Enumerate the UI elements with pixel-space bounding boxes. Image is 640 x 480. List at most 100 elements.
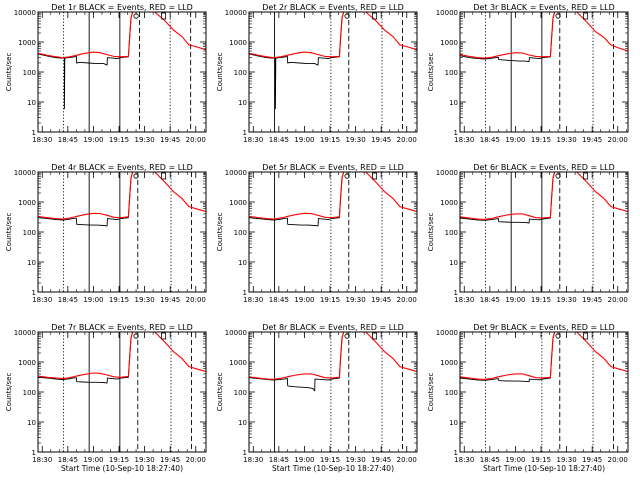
y-tick-label: 1: [454, 289, 458, 297]
chart-title: Det 9r BLACK = Events, RED = LLD: [473, 323, 615, 332]
series-events-line: [38, 332, 136, 384]
x-tick-label: 19:30: [346, 296, 366, 304]
x-tick-label: 18:30: [32, 456, 52, 464]
plot-area: [460, 332, 628, 452]
plot-frame: [459, 11, 629, 133]
x-tick-label: 19:00: [505, 296, 525, 304]
x-tick-label: 19:00: [505, 136, 525, 144]
x-tick-label: 20:00: [186, 296, 206, 304]
x-tick-label: 19:15: [109, 456, 129, 464]
y-axis-label: Counts/sec: [5, 373, 13, 412]
plot-frame: [37, 11, 207, 133]
x-tick-label: 19:45: [582, 456, 602, 464]
y-tick-label: 10000: [14, 169, 36, 177]
x-tick-label: 18:30: [454, 456, 474, 464]
spike-marker: [133, 333, 139, 339]
y-tick-label: 10000: [225, 329, 247, 337]
x-tick-label: 20:00: [608, 456, 628, 464]
x-axis-label: Start Time (10-Sep-10 18:27:40): [272, 464, 394, 473]
y-tick-label: 10: [27, 99, 36, 107]
y-axis-label: Counts/sec: [427, 53, 435, 92]
y-tick-label: 1000: [229, 359, 247, 367]
y-tick-label: 1000: [440, 199, 458, 207]
spike-marker: [344, 333, 350, 339]
y-tick-label: 100: [23, 69, 36, 77]
y-tick-label: 1: [454, 449, 458, 457]
chart-panel-5: Det 5r BLACK = Events, RED = LLD Counts/s…: [216, 163, 418, 304]
plot-area: [249, 332, 417, 452]
plot-area: [38, 332, 206, 452]
x-tick-label: 18:30: [243, 296, 263, 304]
x-tick-label: 19:45: [371, 456, 391, 464]
x-tick-label: 19:15: [109, 136, 129, 144]
saturation-marker: [161, 332, 167, 340]
y-axis-label: Counts/sec: [427, 213, 435, 252]
spike-marker: [555, 13, 561, 19]
chart-panel-7: Det 7r BLACK = Events, RED = LLD Counts/s…: [5, 323, 207, 473]
y-tick-label: 100: [445, 229, 458, 237]
x-tick-label: 18:45: [269, 136, 289, 144]
y-tick-label: 10: [238, 259, 247, 267]
series-lld-line: [460, 12, 628, 59]
series-events-line: [249, 12, 347, 110]
spike-marker: [555, 173, 561, 179]
x-tick-label: 19:45: [160, 296, 180, 304]
x-tick-label: 18:30: [243, 456, 263, 464]
y-tick-label: 100: [23, 389, 36, 397]
series-events-line: [249, 332, 347, 392]
series-lld-line: [249, 332, 417, 380]
y-tick-label: 10000: [225, 169, 247, 177]
x-tick-label: 18:45: [480, 136, 500, 144]
x-tick-label: 18:30: [454, 136, 474, 144]
y-tick-label: 10000: [436, 169, 458, 177]
y-tick-label: 1000: [18, 39, 36, 47]
plot-frame: [459, 331, 629, 453]
y-tick-label: 10000: [436, 9, 458, 17]
x-tick-label: 19:00: [83, 136, 103, 144]
chart-panel-9: Det 9r BLACK = Events, RED = LLD Counts/s…: [427, 323, 629, 473]
plot-area: [38, 172, 206, 292]
series-events-line: [460, 12, 558, 63]
y-tick-label: 100: [445, 69, 458, 77]
x-tick-label: 19:30: [135, 296, 155, 304]
x-tick-label: 19:15: [531, 136, 551, 144]
x-tick-label: 18:30: [32, 136, 52, 144]
y-tick-label: 1: [454, 129, 458, 137]
y-tick-label: 1000: [229, 39, 247, 47]
y-tick-label: 1000: [229, 199, 247, 207]
x-tick-label: 19:00: [83, 456, 103, 464]
series-lld-line: [38, 172, 206, 220]
x-tick-label: 18:45: [58, 136, 78, 144]
x-tick-label: 18:45: [480, 296, 500, 304]
y-tick-label: 1000: [18, 359, 36, 367]
plot-frame: [248, 11, 418, 133]
x-tick-label: 19:00: [294, 136, 314, 144]
x-tick-label: 20:00: [397, 456, 417, 464]
chart-title: Det 6r BLACK = Events, RED = LLD: [473, 163, 615, 172]
chart-title: Det 7r BLACK = Events, RED = LLD: [51, 323, 193, 332]
x-tick-label: 18:45: [269, 456, 289, 464]
series-lld-line: [460, 172, 628, 220]
y-tick-label: 1: [243, 449, 247, 457]
y-tick-label: 10: [238, 419, 247, 427]
saturation-marker: [583, 12, 589, 20]
y-tick-label: 1: [243, 129, 247, 137]
chart-panel-6: Det 6r BLACK = Events, RED = LLD Counts/s…: [427, 163, 629, 304]
y-tick-label: 100: [445, 389, 458, 397]
y-tick-label: 10000: [225, 9, 247, 17]
x-tick-label: 19:00: [505, 456, 525, 464]
chart-panel-4: Det 4r BLACK = Events, RED = LLD Counts/s…: [5, 163, 207, 304]
plot-frame: [37, 331, 207, 453]
x-tick-label: 19:45: [371, 296, 391, 304]
x-tick-label: 19:30: [557, 296, 577, 304]
plot-area: [249, 12, 417, 132]
chart-title: Det 2r BLACK = Events, RED = LLD: [262, 3, 404, 12]
chart-panel-3: Det 3r BLACK = Events, RED = LLD Counts/s…: [427, 3, 629, 144]
chart-panel-2: Det 2r BLACK = Events, RED = LLD Counts/s…: [216, 3, 418, 144]
x-tick-label: 18:30: [454, 296, 474, 304]
saturation-marker: [372, 332, 378, 340]
x-tick-label: 19:15: [320, 296, 340, 304]
series-lld-line: [249, 12, 417, 59]
x-tick-label: 18:30: [243, 136, 263, 144]
plot-frame: [248, 331, 418, 453]
